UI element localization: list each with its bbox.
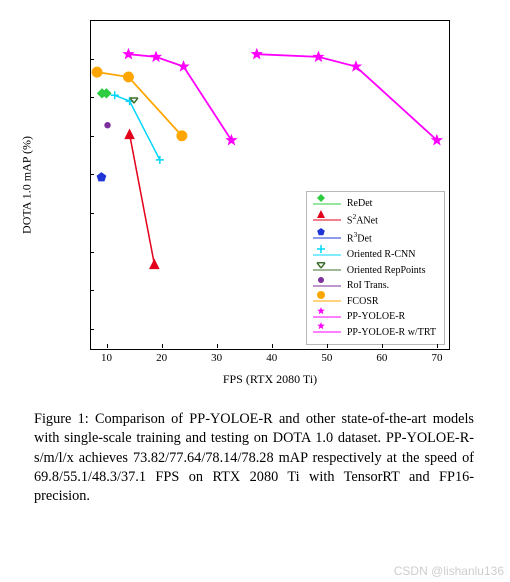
legend-label: RoI Trans.	[347, 278, 389, 294]
y-ticks: 646668707274767880	[35, 20, 90, 350]
legend-item: PP-YOLOE-R w/TRT	[313, 325, 436, 341]
legend-item: Oriented RepPoints	[313, 263, 436, 279]
legend: ReDetS2ANetR3DetOriented R-CNNOriented R…	[306, 191, 445, 345]
watermark: CSDN @lishanlu136	[394, 564, 504, 578]
x-ticks: 10 20 30 40 50 60 70	[90, 352, 450, 370]
x-tick-label: 70	[431, 352, 442, 364]
x-tick-label: 30	[211, 352, 222, 364]
x-tick-label: 50	[321, 352, 332, 364]
x-tick-label: 20	[156, 352, 167, 364]
figure-caption: Figure 1: Comparison of PP-YOLOE-R and o…	[34, 410, 474, 506]
x-tick-label: 60	[376, 352, 387, 364]
x-axis-label: FPS (RTX 2080 Ti)	[223, 372, 317, 387]
legend-item: ReDet	[313, 196, 436, 212]
legend-label: S2ANet	[347, 211, 378, 229]
legend-label: Oriented R-CNN	[347, 247, 416, 263]
x-tick-label: 10	[101, 352, 112, 364]
legend-label: Oriented RepPoints	[347, 263, 426, 279]
legend-item: FCOSR	[313, 294, 436, 310]
page: DOTA 1.0 mAP (%) FPS (RTX 2080 Ti) 64666…	[0, 0, 510, 582]
legend-item: RoI Trans.	[313, 278, 436, 294]
legend-label: ReDet	[347, 196, 373, 212]
plot-area: ReDetS2ANetR3DetOriented R-CNNOriented R…	[90, 20, 450, 350]
legend-item: Oriented R-CNN	[313, 247, 436, 263]
legend-label: PP-YOLOE-R w/TRT	[347, 325, 436, 341]
legend-item: S2ANet	[313, 211, 436, 229]
x-tick-label: 40	[266, 352, 277, 364]
legend-label: R3Det	[347, 229, 372, 247]
legend-item: PP-YOLOE-R	[313, 309, 436, 325]
y-axis-label: DOTA 1.0 mAP (%)	[20, 136, 35, 234]
legend-label: FCOSR	[347, 294, 379, 310]
legend-item: R3Det	[313, 229, 436, 247]
legend-label: PP-YOLOE-R	[347, 309, 405, 325]
chart-container: DOTA 1.0 mAP (%) FPS (RTX 2080 Ti) 64666…	[35, 10, 465, 390]
